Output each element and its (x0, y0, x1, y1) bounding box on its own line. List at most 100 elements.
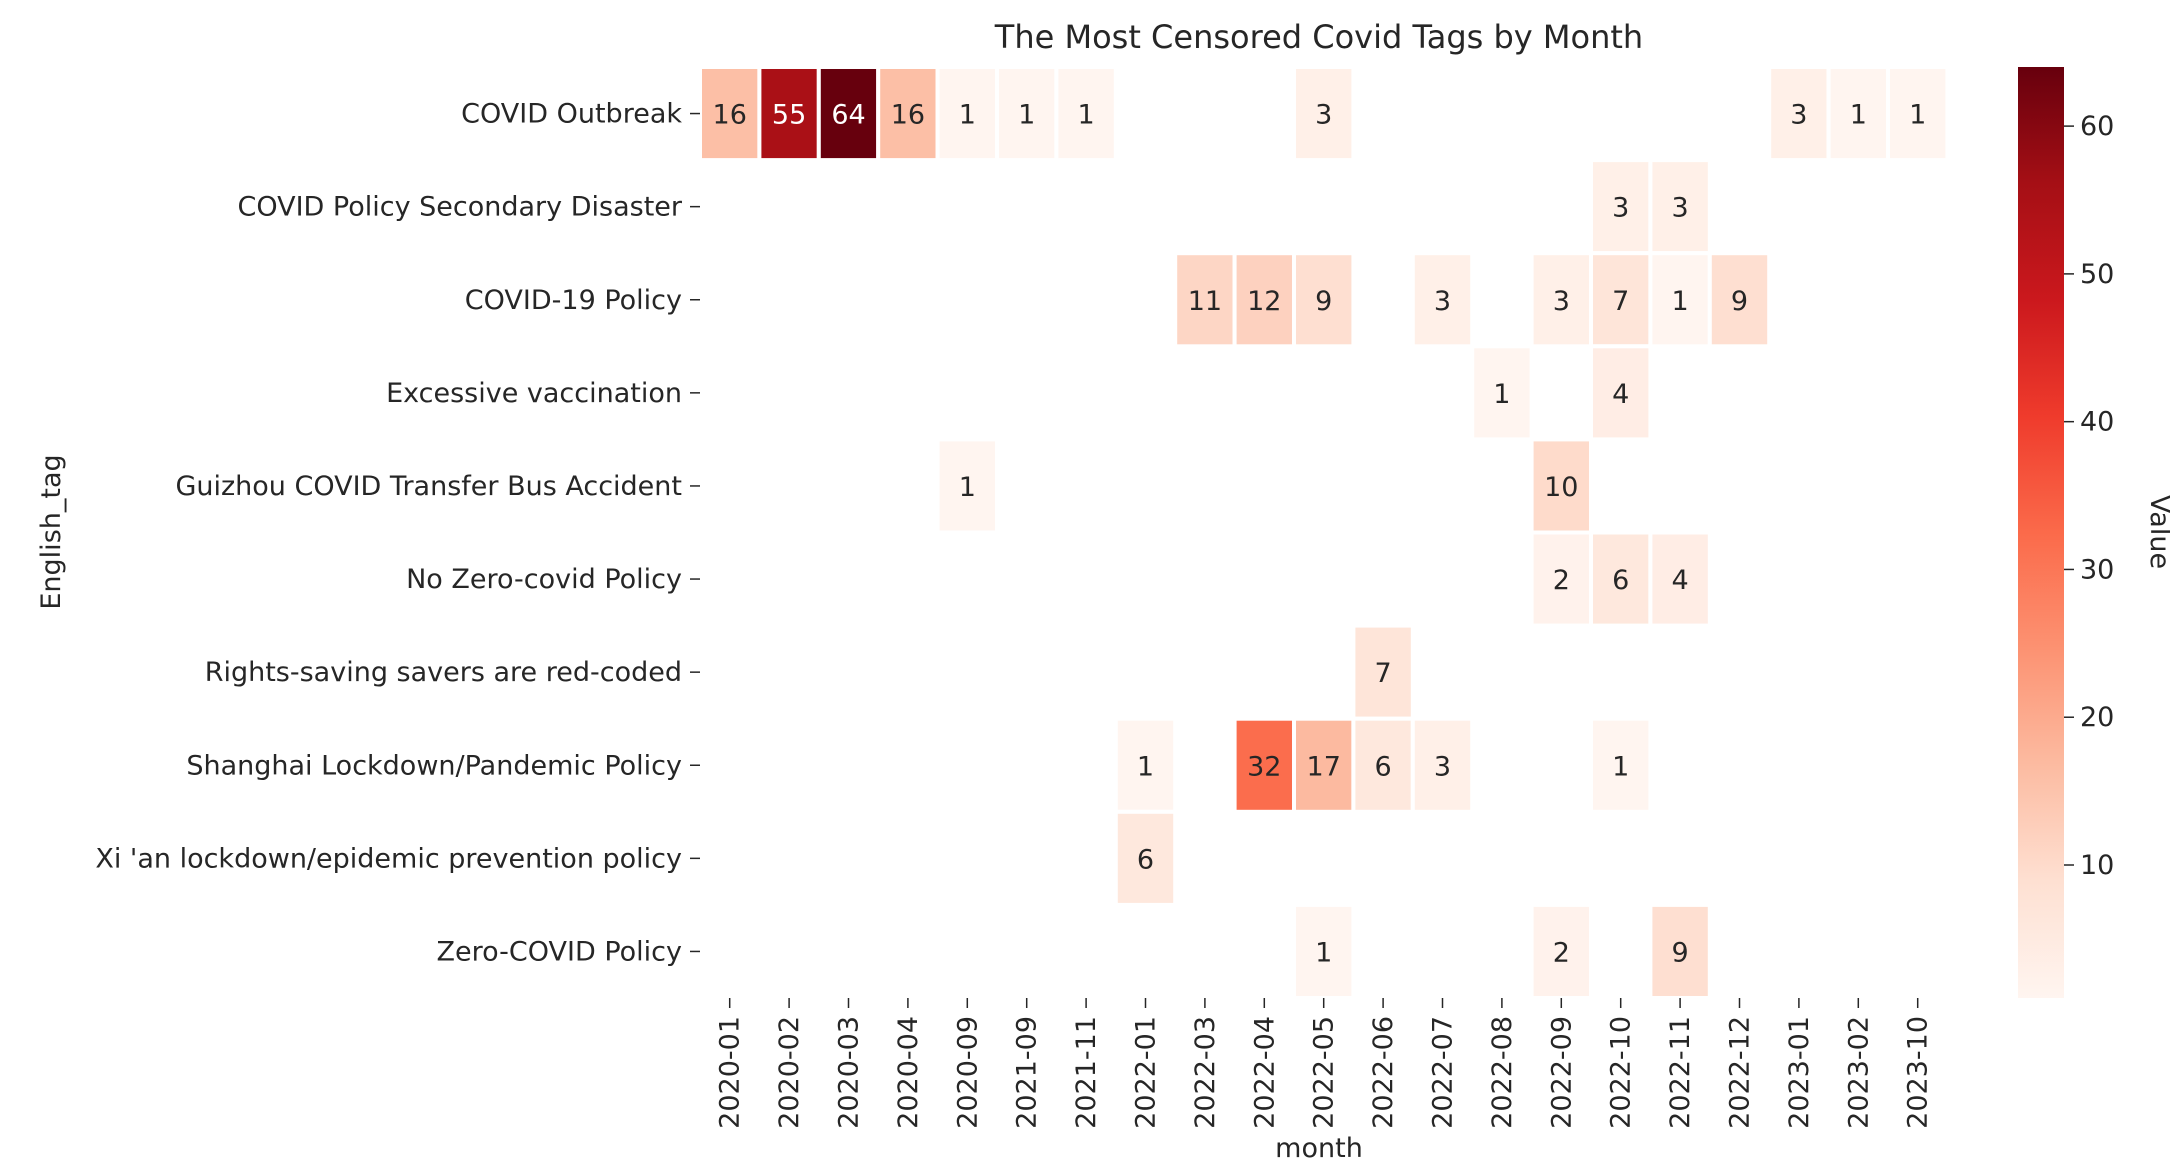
cell-value-label: 1 (959, 100, 976, 131)
cell-value-label: 1 (1672, 286, 1689, 317)
y-tick-label: Shanghai Lockdown/Pandemic Policy (186, 750, 682, 781)
y-tick-label: COVID Policy Secondary Disaster (237, 192, 682, 223)
cell-value-label: 1 (959, 472, 976, 503)
x-tick-label: 2020-02 (774, 1016, 805, 1129)
x-tick-label: 2022-10 (1606, 1016, 1637, 1129)
cell-value-label: 2 (1553, 937, 1570, 968)
x-tick-label: 2022-09 (1546, 1016, 1577, 1129)
cell-value-label: 6 (1137, 844, 1154, 875)
x-tick-label: 2021-11 (1071, 1016, 1102, 1129)
heatmap-cell (1410, 716, 1475, 814)
cell-value-label: 3 (1612, 193, 1629, 224)
cell-value-label: 9 (1672, 937, 1689, 968)
x-tick-label: 2022-11 (1665, 1016, 1696, 1129)
heatmap-cells: 16 55 64 16 1 1 1 3 3 1 13 311 12 9 3 3 7 1 91 41 102 6 471 32 1… (698, 65, 1950, 1001)
heatmap-cell (1292, 65, 1356, 163)
cell-value-label: 1 (1493, 379, 1510, 410)
heatmap-cell (935, 65, 999, 163)
x-axis: 2020-01 2020-02 2020-03 2020-04 2020-09 2021-… (715, 998, 1934, 1129)
cell-value-label: 1 (1137, 751, 1154, 782)
cell-value-label: 1 (1850, 100, 1867, 131)
x-tick-label: 2023-02 (1843, 1016, 1874, 1129)
x-tick-label: 2020-09 (952, 1016, 983, 1129)
cell-value-label: 11 (1188, 286, 1222, 317)
colorbar-tick-label: 30 (2080, 554, 2114, 585)
x-tick-label: 2023-01 (1784, 1016, 1815, 1129)
cell-value-label: 16 (713, 100, 747, 131)
cell-value-label: 2 (1553, 565, 1570, 596)
cell-value-label: 1 (1315, 937, 1332, 968)
colorbar-tick-label: 50 (2080, 259, 2114, 290)
x-tick-label: 2022-08 (1487, 1016, 1518, 1129)
cell-value-label: 9 (1315, 286, 1332, 317)
y-tick-label: Excessive vaccination (386, 378, 682, 409)
heatmap-cell (1886, 65, 1950, 163)
cell-value-label: 3 (1672, 193, 1689, 224)
cell-value-label: 32 (1247, 751, 1281, 782)
y-tick-label: Rights-saving savers are red-coded (205, 657, 682, 688)
colorbar-gradient (2018, 67, 2064, 998)
cell-value-label: 7 (1612, 286, 1629, 317)
x-tick-label: 2020-03 (834, 1016, 865, 1129)
heatmap-cell (1648, 251, 1712, 349)
x-tick-label: 2020-01 (715, 1016, 746, 1129)
cell-value-label: 64 (831, 100, 865, 131)
x-tick-label: 2020-04 (893, 1016, 924, 1129)
cell-value-label: 3 (1434, 286, 1451, 317)
colorbar: 10 20 30 40 50 60 (2018, 67, 2114, 998)
x-tick-label: 2022-04 (1249, 1016, 1280, 1129)
heatmap-cell (816, 65, 881, 163)
cell-value-label: 55 (772, 100, 806, 131)
x-tick-label: 2022-05 (1309, 1016, 1340, 1129)
heatmap-cell (1113, 716, 1178, 814)
heatmap-cell (757, 65, 821, 163)
x-tick-label: 2022-03 (1190, 1016, 1221, 1129)
cell-value-label: 3 (1790, 100, 1807, 131)
heatmap-cell (1589, 251, 1653, 349)
cell-value-label: 1 (1612, 751, 1629, 782)
heatmap-cell (1351, 623, 1415, 721)
heatmap-cell (1054, 65, 1118, 163)
cell-value-label: 6 (1612, 565, 1629, 596)
heatmap-cell (1470, 344, 1534, 442)
cell-value-label: 3 (1315, 100, 1332, 131)
cell-value-label: 16 (891, 100, 925, 131)
cell-value-label: 7 (1375, 658, 1392, 689)
x-tick-label: 2023-10 (1903, 1016, 1934, 1129)
y-tick-label: No Zero-covid Policy (406, 564, 682, 595)
heatmap-cell (1767, 65, 1831, 163)
x-tick-label: 2021-09 (1012, 1016, 1043, 1129)
cell-value-label: 4 (1612, 379, 1629, 410)
cell-value-label: 17 (1307, 751, 1341, 782)
y-tick-label: Xi 'an lockdown/epidemic prevention poli… (95, 843, 682, 874)
colorbar-label: Value (2144, 495, 2170, 569)
heatmap-cell (1589, 344, 1653, 442)
y-tick-label: Guizhou COVID Transfer Bus Accident (175, 471, 682, 502)
heatmap-cell (1113, 809, 1178, 907)
heatmap-cell (1589, 716, 1653, 814)
y-tick-label: Zero-COVID Policy (437, 936, 683, 967)
cell-value-label: 3 (1553, 286, 1570, 317)
y-tick-label: COVID Outbreak (461, 99, 682, 130)
x-tick-label: 2022-06 (1368, 1016, 1399, 1129)
heatmap-cell (1292, 251, 1356, 349)
x-axis-label: month (1275, 1133, 1363, 1164)
x-tick-label: 2022-07 (1428, 1016, 1459, 1129)
heatmap-cell (1410, 251, 1475, 349)
heatmap-cell (1232, 716, 1296, 814)
cell-value-label: 10 (1544, 472, 1578, 503)
cell-value-label: 1 (1078, 100, 1095, 131)
heatmap-cell (1589, 530, 1653, 628)
cell-value-label: 12 (1247, 286, 1281, 317)
chart-title: The Most Censored Covid Tags by Month (994, 18, 1643, 56)
colorbar-tick-label: 20 (2080, 702, 2114, 733)
cell-value-label: 1 (1909, 100, 1926, 131)
heatmap-cell (1707, 251, 1772, 349)
cell-value-label: 9 (1731, 286, 1748, 317)
y-axis: COVID Outbreak COVID Policy Secondary Dis… (95, 99, 700, 967)
y-axis-label: English_tag (36, 454, 67, 609)
cell-value-label: 1 (1018, 100, 1035, 131)
heatmap-cell (1826, 65, 1890, 163)
colorbar-tick-label: 10 (2080, 850, 2114, 881)
